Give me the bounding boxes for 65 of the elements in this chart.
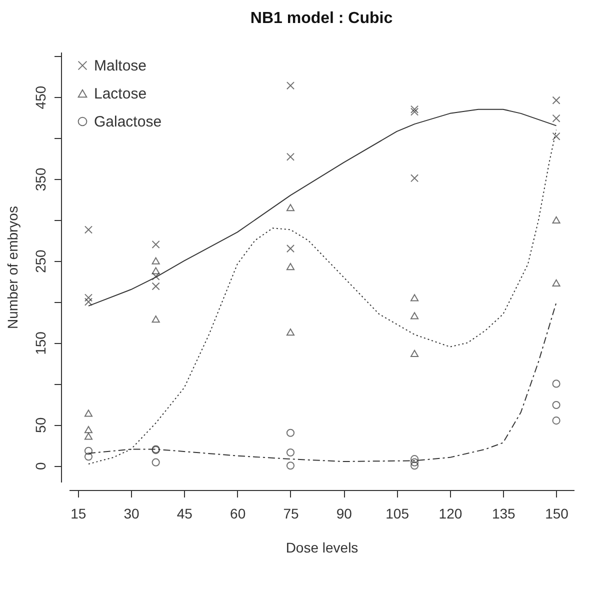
- point: [410, 350, 419, 357]
- point: [152, 257, 160, 264]
- point: [286, 152, 295, 161]
- point: [286, 82, 295, 90]
- point: [286, 244, 295, 253]
- point: [286, 204, 295, 212]
- point: [410, 458, 419, 466]
- point: [152, 240, 160, 249]
- x-tick-label: 120: [438, 506, 462, 522]
- point: [84, 410, 93, 417]
- point: [552, 96, 560, 104]
- x-tick-label: 90: [336, 506, 352, 522]
- x-tick-label: 105: [386, 506, 410, 522]
- point: [152, 458, 160, 466]
- point: [552, 400, 560, 410]
- point: [552, 114, 560, 122]
- point: [84, 452, 93, 461]
- point: [152, 282, 160, 290]
- point: [552, 279, 560, 287]
- point: [286, 462, 295, 470]
- point: [286, 428, 295, 437]
- point: [410, 455, 419, 464]
- point: [84, 432, 93, 440]
- point: [84, 446, 93, 455]
- line-series: [88, 108, 557, 306]
- y-axis-title: Number of embryos: [4, 206, 20, 329]
- legend-label: Lactose: [94, 86, 147, 102]
- legend-label: Maltose: [94, 58, 147, 74]
- point: [552, 416, 560, 425]
- x-tick-label: 135: [492, 506, 516, 522]
- y-tick-label: 150: [32, 331, 48, 355]
- point: [286, 448, 295, 457]
- point: [410, 108, 419, 116]
- point: [410, 294, 419, 302]
- x-tick-label: 150: [545, 506, 569, 522]
- point: [152, 315, 160, 323]
- point: [552, 132, 560, 140]
- y-tick-label: 0: [32, 462, 48, 470]
- point: [286, 263, 295, 270]
- point: [84, 426, 93, 434]
- point: [410, 462, 419, 470]
- x-tick-label: 60: [230, 506, 246, 522]
- y-tick-label: 350: [32, 168, 48, 192]
- point: [552, 216, 560, 224]
- point: [152, 267, 160, 274]
- point: [84, 294, 93, 302]
- point: [410, 174, 419, 182]
- point: [410, 312, 419, 320]
- point: [286, 328, 295, 336]
- x-tick-label: 30: [124, 506, 140, 522]
- x-tick-label: 45: [176, 506, 193, 522]
- point: [410, 105, 419, 114]
- x-tick-label: 15: [70, 506, 86, 522]
- y-tick-label: 450: [32, 86, 48, 110]
- x-axis-title: Dose levels: [286, 540, 358, 556]
- point: [152, 272, 160, 280]
- x-tick-label: 75: [283, 506, 299, 522]
- y-tick-label: 250: [32, 249, 48, 274]
- point: [84, 226, 93, 234]
- y-tick-label: 50: [32, 417, 48, 433]
- legend-label: Galactose: [94, 114, 162, 130]
- point: [552, 380, 560, 388]
- point: [84, 298, 93, 306]
- chart-title: NB1 model : Cubic: [250, 10, 393, 27]
- line-series: [88, 129, 557, 464]
